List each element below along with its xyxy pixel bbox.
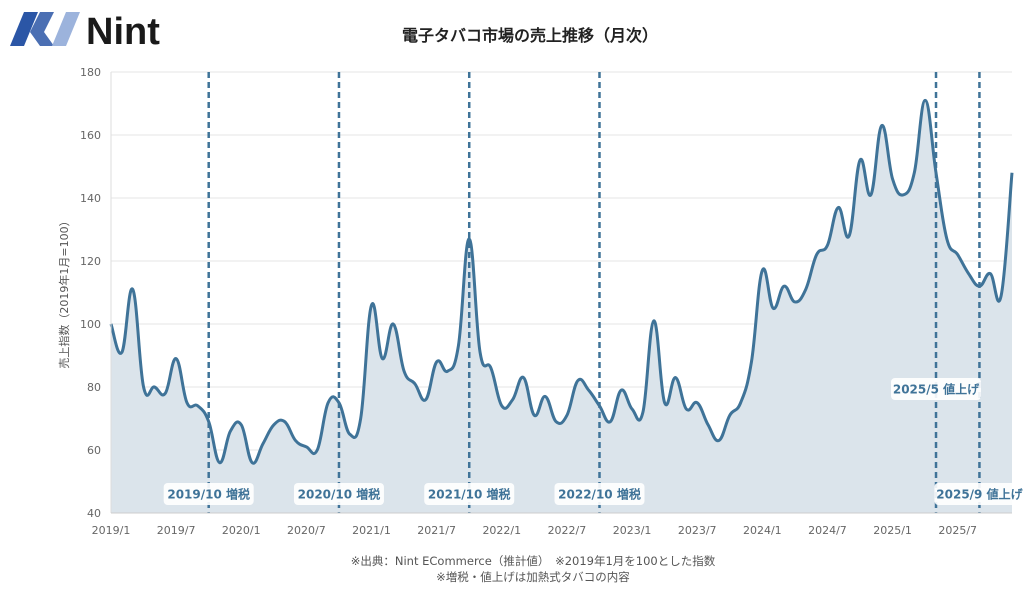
area-fill: [111, 100, 1012, 513]
svg-text:Nint: Nint: [86, 11, 160, 50]
event-label: 2025/5 値上げ: [893, 382, 980, 397]
y-tick-label: 120: [80, 255, 101, 268]
chart-title: 電子タバコ市場の売上推移（月次）: [401, 26, 658, 45]
event-label: 2019/10 増税: [167, 487, 250, 502]
event-label-box: [293, 483, 384, 505]
footer-note: ※増税・値上げは加熱式タバコの内容: [436, 570, 630, 584]
x-tick-label: 2024/7: [808, 524, 847, 537]
y-tick-label: 100: [80, 318, 101, 331]
x-tick-label: 2019/1: [92, 524, 131, 537]
y-tick-label: 180: [80, 66, 101, 79]
y-axis-label: 売上指数（2019年1月=100）: [57, 215, 71, 368]
x-tick-label: 2023/7: [678, 524, 717, 537]
x-tick-label: 2023/1: [613, 524, 652, 537]
x-tick-label: 2021/1: [352, 524, 391, 537]
x-tick-label: 2020/7: [287, 524, 326, 537]
series-line: [109, 98, 1014, 465]
event-label-box: [424, 483, 515, 505]
x-tick-label: 2020/1: [222, 524, 261, 537]
event-label-box: [934, 483, 1024, 505]
y-tick-label: 140: [80, 192, 101, 205]
event-label-box: [163, 483, 254, 505]
x-tick-label: 2025/1: [873, 524, 912, 537]
event-label-box: [554, 483, 645, 505]
y-tick-label: 40: [87, 507, 101, 520]
y-tick-label: 80: [87, 381, 101, 394]
y-tick-label: 160: [80, 129, 101, 142]
x-tick-label: 2022/7: [548, 524, 587, 537]
event-label: 2025/9 値上げ: [936, 487, 1023, 502]
x-tick-label: 2019/7: [157, 524, 196, 537]
event-label: 2020/10 増税: [298, 487, 381, 502]
x-tick-label: 2022/1: [482, 524, 521, 537]
event-label-box: [891, 378, 982, 400]
x-tick-label: 2025/7: [938, 524, 977, 537]
nint-logo: Nint: [10, 11, 160, 50]
y-tick-label: 60: [87, 444, 101, 457]
x-tick-label: 2021/7: [417, 524, 456, 537]
x-tick-label: 2024/1: [743, 524, 782, 537]
event-label: 2022/10 増税: [558, 487, 641, 502]
footer-source: ※出典：Nint ECommerce（推計値） ※2019年1月を100とした指…: [350, 554, 716, 568]
event-label: 2021/10 増税: [428, 487, 511, 502]
